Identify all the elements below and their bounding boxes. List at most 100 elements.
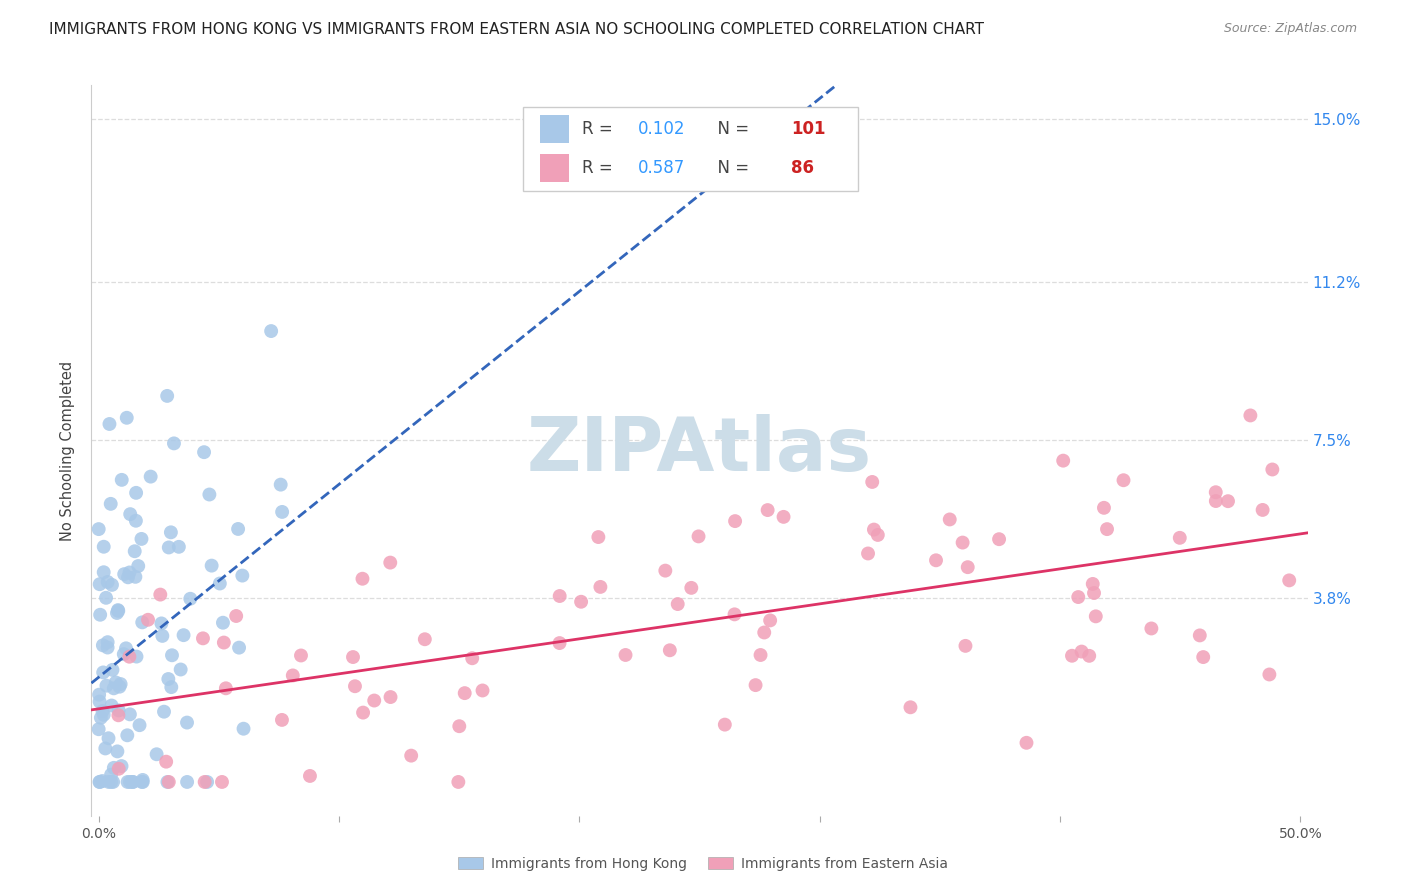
Point xyxy=(461,651,484,665)
Point xyxy=(1078,648,1101,663)
Point xyxy=(413,632,436,647)
Point xyxy=(100,497,122,511)
Point xyxy=(89,694,111,708)
Point xyxy=(96,679,118,693)
Point xyxy=(900,700,922,714)
Point xyxy=(198,487,221,501)
Point xyxy=(1216,494,1239,508)
Text: ZIPAtlas: ZIPAtlas xyxy=(527,414,872,487)
Point xyxy=(93,707,115,722)
Text: 86: 86 xyxy=(792,159,814,178)
Point xyxy=(298,769,321,783)
Point xyxy=(1278,574,1301,588)
Point xyxy=(160,648,183,663)
Point xyxy=(260,324,283,338)
Point xyxy=(759,614,782,628)
Point xyxy=(125,649,148,664)
Point xyxy=(89,577,111,591)
Point xyxy=(449,719,471,733)
Point xyxy=(548,636,571,650)
Point xyxy=(860,475,883,489)
Text: 101: 101 xyxy=(792,120,825,138)
Text: IMMIGRANTS FROM HONG KONG VS IMMIGRANTS FROM EASTERN ASIA NO SCHOOLING COMPLETED: IMMIGRANTS FROM HONG KONG VS IMMIGRANTS … xyxy=(49,22,984,37)
Point xyxy=(281,668,304,682)
Point xyxy=(118,649,141,664)
Point xyxy=(754,625,776,640)
Point xyxy=(105,606,128,620)
Point xyxy=(157,672,180,686)
Point xyxy=(167,540,190,554)
Point xyxy=(342,650,364,665)
Point xyxy=(176,775,198,789)
Point xyxy=(94,591,117,605)
Point xyxy=(91,774,114,789)
Point xyxy=(157,541,180,555)
Point xyxy=(115,641,138,656)
Point xyxy=(228,640,250,655)
Point xyxy=(1070,644,1092,658)
Point xyxy=(399,748,422,763)
Point xyxy=(97,574,120,589)
Point xyxy=(866,528,889,542)
Text: N =: N = xyxy=(707,120,755,138)
Y-axis label: No Schooling Completed: No Schooling Completed xyxy=(60,360,76,541)
Point xyxy=(156,389,179,403)
Point xyxy=(101,775,124,789)
Point xyxy=(1067,590,1090,604)
Point xyxy=(117,570,139,584)
Point xyxy=(212,635,235,649)
Point xyxy=(1083,586,1105,600)
Point xyxy=(589,580,612,594)
Point xyxy=(131,772,153,787)
Point xyxy=(352,572,374,586)
Point xyxy=(194,775,217,789)
Point xyxy=(125,486,148,500)
Point xyxy=(124,570,146,584)
Text: 0.102: 0.102 xyxy=(637,120,685,138)
Point xyxy=(117,728,139,742)
Point xyxy=(155,755,177,769)
Point xyxy=(215,681,238,696)
Point xyxy=(232,722,254,736)
Point xyxy=(93,566,115,580)
Text: R =: R = xyxy=(582,120,617,138)
Point xyxy=(100,698,122,713)
Point xyxy=(97,731,120,746)
Point xyxy=(211,775,233,789)
Point xyxy=(1205,494,1227,508)
Legend: Immigrants from Hong Kong, Immigrants from Eastern Asia: Immigrants from Hong Kong, Immigrants fr… xyxy=(453,851,953,876)
Point xyxy=(153,705,176,719)
Point xyxy=(179,591,201,606)
Point xyxy=(108,680,131,694)
Point xyxy=(271,505,294,519)
Point xyxy=(1251,503,1274,517)
Point xyxy=(191,632,214,646)
Point xyxy=(290,648,312,663)
Point xyxy=(925,553,948,567)
Point xyxy=(125,514,148,528)
Point xyxy=(955,639,977,653)
Point xyxy=(117,775,139,789)
Point xyxy=(856,546,879,560)
Point xyxy=(149,588,172,602)
Point xyxy=(863,523,886,537)
Point xyxy=(107,604,129,618)
Point xyxy=(131,775,153,789)
Point xyxy=(1188,628,1211,642)
Text: 0.587: 0.587 xyxy=(637,159,685,178)
Point xyxy=(226,522,249,536)
Point xyxy=(160,680,183,694)
Point xyxy=(160,525,183,540)
Point xyxy=(101,578,124,592)
Point xyxy=(107,703,129,717)
Point xyxy=(101,663,124,677)
Point xyxy=(938,512,960,526)
Point xyxy=(201,558,224,573)
Point xyxy=(723,607,745,622)
Point xyxy=(548,589,571,603)
Point xyxy=(270,477,292,491)
Point xyxy=(1092,500,1115,515)
Point xyxy=(118,775,141,789)
Point xyxy=(91,638,114,652)
Point xyxy=(157,775,180,789)
